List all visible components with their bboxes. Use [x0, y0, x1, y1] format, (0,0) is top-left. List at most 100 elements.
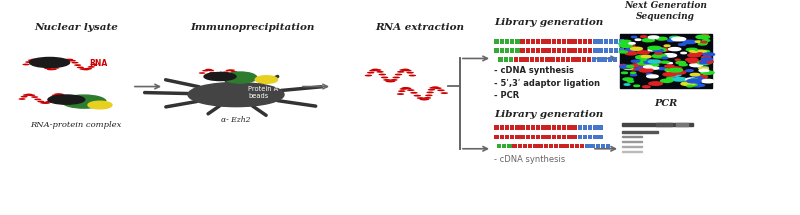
Circle shape: [59, 95, 66, 97]
Circle shape: [643, 66, 653, 68]
Circle shape: [679, 64, 687, 66]
Bar: [622, 131, 658, 132]
Circle shape: [211, 74, 218, 76]
Bar: [598, 39, 602, 44]
Circle shape: [665, 65, 674, 67]
Bar: [590, 144, 594, 148]
Bar: [546, 126, 550, 130]
Bar: [546, 48, 550, 53]
Circle shape: [670, 71, 681, 74]
Text: - PCR: - PCR: [494, 91, 520, 100]
Bar: [588, 39, 592, 44]
Circle shape: [645, 62, 654, 64]
Circle shape: [28, 94, 35, 96]
Bar: [526, 126, 530, 130]
Circle shape: [397, 93, 404, 95]
Circle shape: [85, 68, 92, 70]
Bar: [536, 48, 540, 53]
Bar: [557, 48, 561, 53]
Bar: [494, 126, 499, 130]
Circle shape: [690, 79, 698, 81]
Bar: [572, 135, 577, 139]
Bar: [564, 144, 569, 148]
Bar: [494, 48, 499, 53]
Bar: [505, 126, 509, 130]
Circle shape: [52, 94, 59, 96]
Bar: [620, 112, 712, 184]
Circle shape: [667, 63, 672, 64]
Bar: [536, 126, 540, 130]
Circle shape: [673, 78, 686, 81]
Circle shape: [688, 54, 701, 57]
Circle shape: [23, 94, 30, 96]
Circle shape: [638, 62, 647, 65]
Bar: [497, 144, 501, 148]
Text: - cDNA synthesis: - cDNA synthesis: [494, 66, 574, 75]
Bar: [512, 144, 517, 148]
Circle shape: [697, 61, 711, 64]
Circle shape: [407, 89, 414, 91]
Bar: [562, 135, 566, 139]
Circle shape: [90, 64, 98, 65]
Bar: [562, 126, 566, 130]
Bar: [550, 57, 554, 62]
Circle shape: [22, 64, 30, 65]
Bar: [536, 135, 540, 139]
Circle shape: [648, 60, 661, 63]
Bar: [598, 48, 602, 53]
Circle shape: [703, 53, 714, 56]
Circle shape: [48, 95, 85, 104]
Bar: [505, 48, 509, 53]
Circle shape: [641, 59, 646, 60]
Circle shape: [424, 97, 431, 99]
Circle shape: [393, 77, 400, 78]
Bar: [598, 135, 602, 139]
Bar: [510, 126, 514, 130]
Circle shape: [188, 83, 284, 107]
Circle shape: [222, 71, 229, 73]
Circle shape: [686, 78, 696, 81]
Circle shape: [36, 61, 43, 62]
Bar: [499, 39, 504, 44]
Circle shape: [618, 43, 628, 45]
Circle shape: [426, 91, 434, 93]
Circle shape: [694, 62, 699, 63]
Bar: [561, 57, 565, 62]
Bar: [572, 126, 577, 130]
Circle shape: [631, 60, 639, 62]
Circle shape: [702, 35, 709, 36]
Circle shape: [50, 97, 57, 98]
Text: α- Ezh2: α- Ezh2: [222, 116, 250, 124]
Circle shape: [698, 62, 703, 64]
Bar: [622, 123, 693, 126]
Bar: [582, 39, 587, 44]
Bar: [514, 57, 518, 62]
Circle shape: [695, 41, 701, 42]
Circle shape: [438, 89, 445, 91]
Circle shape: [624, 67, 633, 69]
Circle shape: [622, 72, 627, 74]
Circle shape: [702, 56, 711, 58]
Circle shape: [630, 68, 638, 70]
Bar: [507, 144, 511, 148]
Bar: [580, 144, 584, 148]
Bar: [549, 144, 553, 148]
Circle shape: [648, 49, 656, 51]
Circle shape: [242, 73, 250, 75]
Bar: [530, 135, 535, 139]
Circle shape: [239, 75, 246, 77]
Circle shape: [71, 102, 78, 104]
Circle shape: [652, 54, 666, 58]
Circle shape: [410, 92, 418, 94]
Bar: [559, 144, 563, 148]
Circle shape: [676, 61, 686, 64]
Bar: [522, 144, 527, 148]
Bar: [502, 144, 506, 148]
Ellipse shape: [223, 72, 257, 83]
Circle shape: [630, 74, 637, 76]
Circle shape: [681, 52, 686, 54]
Bar: [570, 144, 574, 148]
Circle shape: [398, 90, 406, 92]
Bar: [554, 144, 558, 148]
Circle shape: [623, 78, 633, 80]
